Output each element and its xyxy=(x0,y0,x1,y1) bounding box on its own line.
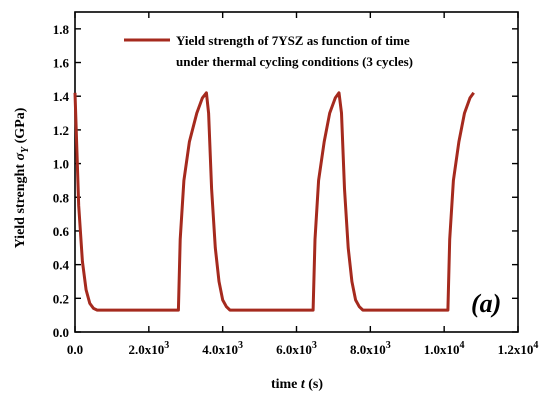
legend-entry-line2: under thermal cycling conditions (3 cycl… xyxy=(176,54,413,69)
y-tick-label: 1.6 xyxy=(53,56,70,71)
y-tick-label: 0.4 xyxy=(53,258,70,273)
y-tick-label: 1.8 xyxy=(53,22,70,37)
series-line-yield-strength xyxy=(73,91,475,312)
y-tick-label: 1.2 xyxy=(53,123,69,138)
y-tick-label: 0.6 xyxy=(53,224,70,239)
y-tick-label: 0.0 xyxy=(53,325,69,340)
y-axis-title: Yield strenght σY (GPa) xyxy=(13,107,31,248)
x-tick-label: 8.0x103 xyxy=(350,340,391,357)
legend-entry-line1: Yield strength of 7YSZ as function of ti… xyxy=(176,33,410,48)
x-tick-label: 6.0x103 xyxy=(276,340,317,357)
y-tick-label: 1.4 xyxy=(53,89,70,104)
x-axis-title: time t (s) xyxy=(271,377,323,392)
y-tick-label: 0.8 xyxy=(53,190,70,205)
y-tick-label: 1.0 xyxy=(53,157,69,172)
x-tick-label: 4.0x103 xyxy=(202,340,243,357)
axis-tick-labels: 0.0 2.0x103 4.0x103 6.0x103 8.0x103 1.0x104 1.… xyxy=(53,22,539,357)
axis-ticks xyxy=(74,12,519,333)
x-tick-label: 0.0 xyxy=(67,342,83,357)
panel-label: (a) xyxy=(471,289,501,318)
legend: Yield strength of 7YSZ as function of ti… xyxy=(124,33,413,69)
x-tick-label: 1.0x104 xyxy=(424,340,465,357)
x-tick-label: 2.0x103 xyxy=(128,340,169,357)
y-tick-label: 0.2 xyxy=(53,291,69,306)
x-tick-label: 1.2x104 xyxy=(498,340,539,357)
